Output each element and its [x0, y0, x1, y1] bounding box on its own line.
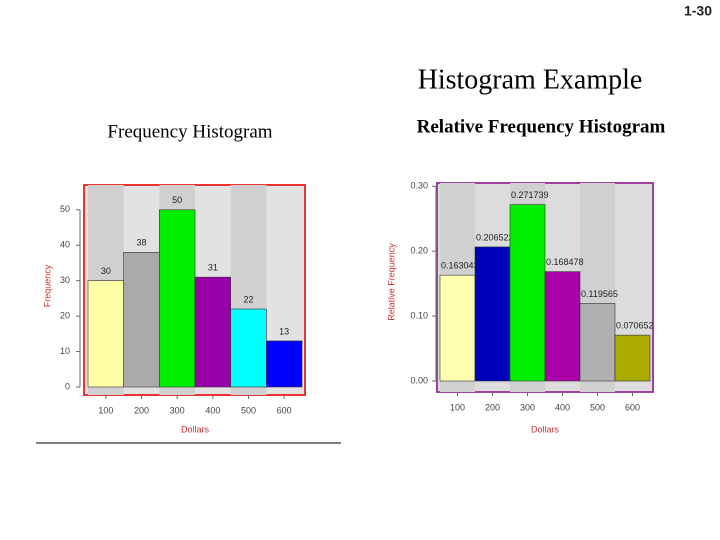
x-tick-label: 500: [590, 402, 605, 412]
y-tick-label: 20: [60, 310, 70, 320]
x-tick-label: 400: [205, 405, 220, 415]
page-number: 1-30: [684, 3, 712, 19]
x-tick-label: 300: [170, 405, 185, 415]
y-tick-label: 0.00: [410, 375, 428, 385]
x-axis-label: Dollars: [181, 424, 210, 434]
y-tick-label: 50: [60, 204, 70, 214]
y-tick-label: 0: [65, 381, 70, 391]
x-axis-label: Dollars: [531, 424, 560, 434]
value-label: 22: [243, 294, 253, 304]
x-tick-label: 600: [277, 405, 292, 415]
bar: [509, 204, 546, 382]
bar: [439, 274, 476, 382]
chart-title: Relative Frequency Histogram: [417, 116, 666, 137]
value-label: 50: [172, 195, 182, 205]
x-tick-label: 400: [555, 402, 570, 412]
value-label: 0.206522: [476, 232, 514, 242]
value-label: 0.168478: [546, 257, 584, 267]
y-tick-label: 40: [60, 240, 70, 250]
value-label: 30: [101, 266, 111, 276]
y-axis-label: Relative Frequency: [386, 243, 396, 321]
bar: [544, 271, 581, 382]
value-label: 13: [279, 326, 289, 336]
bar: [159, 209, 196, 388]
x-tick-label: 300: [520, 402, 535, 412]
value-label: 38: [136, 238, 146, 248]
x-tick-label: 500: [241, 405, 256, 415]
slide-title: Histogram Example: [418, 64, 643, 95]
value-label: 31: [208, 263, 218, 273]
bar: [614, 334, 651, 382]
y-tick-label: 10: [60, 346, 70, 356]
value-label: 0.070652: [616, 321, 654, 331]
value-label: 0.119565: [581, 289, 618, 299]
y-tick-label: 0.30: [410, 181, 428, 191]
x-tick-label: 100: [98, 405, 113, 415]
chart-title: Frequency Histogram: [107, 121, 272, 142]
bar: [579, 303, 616, 382]
bar: [87, 280, 124, 388]
bar: [123, 252, 160, 388]
y-axis-label: Frequency: [42, 264, 52, 307]
y-tick-label: 0.10: [410, 310, 428, 320]
bar: [230, 308, 267, 388]
y-tick-label: 30: [60, 275, 70, 285]
bar: [194, 276, 231, 388]
value-label: 0.271739: [511, 190, 549, 200]
bar: [474, 246, 511, 382]
x-tick-label: 600: [625, 402, 640, 412]
y-tick-label: 0.20: [410, 246, 428, 256]
x-tick-label: 200: [134, 405, 149, 415]
x-tick-label: 100: [450, 402, 465, 412]
value-label: 0.163043: [441, 261, 479, 271]
x-tick-label: 200: [485, 402, 500, 412]
bar: [266, 340, 303, 388]
